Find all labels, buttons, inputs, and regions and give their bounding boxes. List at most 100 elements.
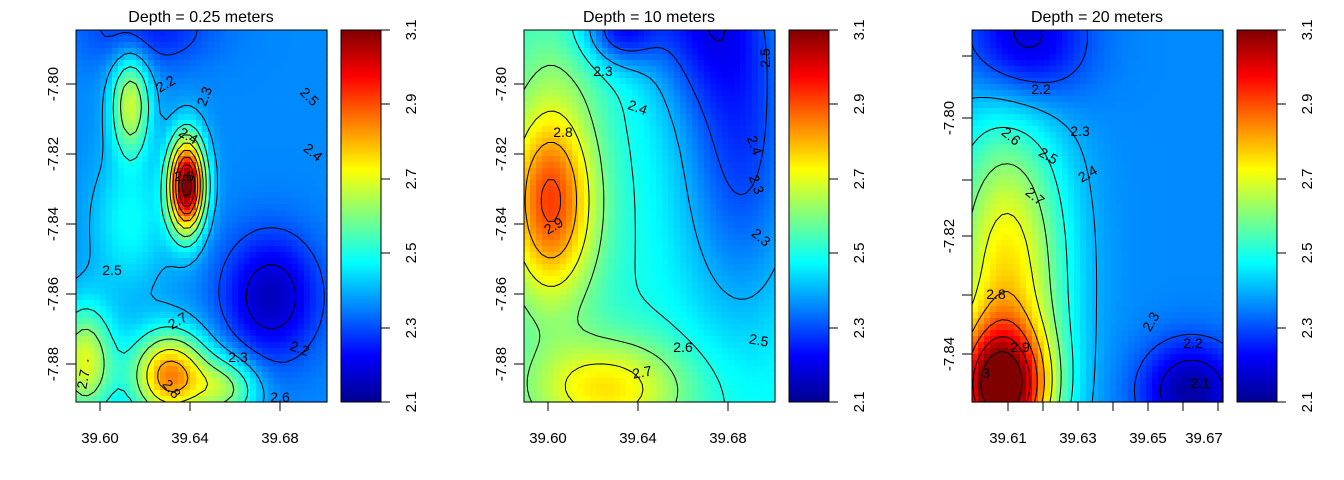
heatmap-cell xyxy=(220,276,227,283)
heatmap-cell xyxy=(280,60,287,67)
heatmap-cell xyxy=(202,120,209,127)
heatmap-cell xyxy=(256,294,263,301)
heatmap-cell xyxy=(614,72,621,79)
heatmap-cell xyxy=(310,90,317,97)
heatmap-cell xyxy=(542,222,549,229)
heatmap-cell xyxy=(764,48,771,55)
heatmap-cell xyxy=(76,60,83,67)
heatmap-cell xyxy=(316,222,323,229)
heatmap-cell xyxy=(280,378,287,385)
heatmap-cell xyxy=(728,354,735,361)
heatmap-cell xyxy=(728,246,735,253)
heatmap-cell xyxy=(542,228,549,235)
heatmap-cell xyxy=(554,30,561,37)
heatmap-cell xyxy=(596,54,603,61)
heatmap-cell xyxy=(620,360,627,367)
heatmap-cell xyxy=(680,30,687,37)
heatmap-cell xyxy=(650,342,657,349)
heatmap-cell xyxy=(106,270,113,277)
heatmap-cell xyxy=(316,54,323,61)
heatmap-cell xyxy=(154,282,161,289)
heatmap-cell xyxy=(166,342,173,349)
heatmap-cell xyxy=(154,144,161,151)
heatmap-cell xyxy=(262,72,269,79)
heatmap-cell xyxy=(184,270,191,277)
heatmap-cell xyxy=(638,360,645,367)
heatmap-cell xyxy=(208,252,215,259)
heatmap-cell xyxy=(220,186,227,193)
heatmap-cell xyxy=(650,264,657,271)
heatmap-cell xyxy=(256,270,263,277)
heatmap-cell xyxy=(602,144,609,151)
heatmap-cell xyxy=(752,300,759,307)
heatmap-cell xyxy=(728,54,735,61)
heatmap-cell xyxy=(704,144,711,151)
heatmap-cell xyxy=(274,258,281,265)
heatmap-cell xyxy=(100,60,107,67)
heatmap-cell xyxy=(584,318,591,325)
heatmap-cell xyxy=(668,354,675,361)
heatmap-cell xyxy=(304,378,311,385)
heatmap-cell xyxy=(548,330,555,337)
heatmap-cell xyxy=(286,60,293,67)
heatmap-cell xyxy=(572,150,579,157)
heatmap-cell xyxy=(142,228,149,235)
heatmap-cell xyxy=(710,132,717,139)
heatmap-cell xyxy=(632,300,639,307)
heatmap-cell xyxy=(286,396,293,403)
heatmap-cell xyxy=(686,192,693,199)
heatmap-cell xyxy=(100,216,107,223)
heatmap-cell xyxy=(608,156,615,163)
heatmap-cell xyxy=(650,108,657,115)
heatmap-cell xyxy=(692,96,699,103)
heatmap-cell xyxy=(286,318,293,325)
heatmap-cell xyxy=(560,306,567,313)
heatmap-cell xyxy=(178,306,185,313)
heatmap-cell xyxy=(638,174,645,181)
heatmap-cell xyxy=(596,348,603,355)
heatmap-cell xyxy=(752,210,759,217)
heatmap-cell xyxy=(232,78,239,85)
heatmap-cell xyxy=(548,198,555,205)
heatmap-cell xyxy=(274,132,281,139)
heatmap-cell xyxy=(292,72,299,79)
heatmap-cell xyxy=(584,144,591,151)
heatmap-cell xyxy=(620,30,627,37)
heatmap-cell xyxy=(298,60,305,67)
heatmap-cell xyxy=(280,276,287,283)
heatmap-cell xyxy=(94,306,101,313)
heatmap-cell xyxy=(638,120,645,127)
heatmap-cell xyxy=(178,132,185,139)
heatmap-cell xyxy=(626,360,633,367)
heatmap-cell xyxy=(244,108,251,115)
heatmap-cell xyxy=(668,276,675,283)
heatmap-cell xyxy=(190,180,197,187)
heatmap-cell xyxy=(650,96,657,103)
heatmap-cell xyxy=(172,282,179,289)
heatmap-cell xyxy=(596,120,603,127)
heatmap-cell xyxy=(214,72,221,79)
heatmap-cell xyxy=(734,36,741,43)
heatmap-cell xyxy=(572,186,579,193)
heatmap-cell xyxy=(698,270,705,277)
heatmap-cell xyxy=(548,126,555,133)
heatmap-cell xyxy=(166,360,173,367)
heatmap-cell xyxy=(82,114,89,121)
heatmap-cell xyxy=(202,108,209,115)
heatmap-cell xyxy=(166,114,173,121)
heatmap-cell xyxy=(208,396,215,403)
heatmap-cell xyxy=(196,66,203,73)
heatmap-cell xyxy=(112,192,119,199)
heatmap-cell xyxy=(728,174,735,181)
heatmap-cell xyxy=(232,258,239,265)
heatmap-cell xyxy=(668,168,675,175)
heatmap-cell xyxy=(746,108,753,115)
heatmap-cell xyxy=(680,210,687,217)
heatmap-cell xyxy=(82,276,89,283)
heatmap-cell xyxy=(136,168,143,175)
heatmap-cell xyxy=(226,294,233,301)
heatmap-cell xyxy=(124,162,131,169)
heatmap-cell xyxy=(298,246,305,253)
heatmap-cell xyxy=(710,354,717,361)
heatmap-cell xyxy=(620,48,627,55)
